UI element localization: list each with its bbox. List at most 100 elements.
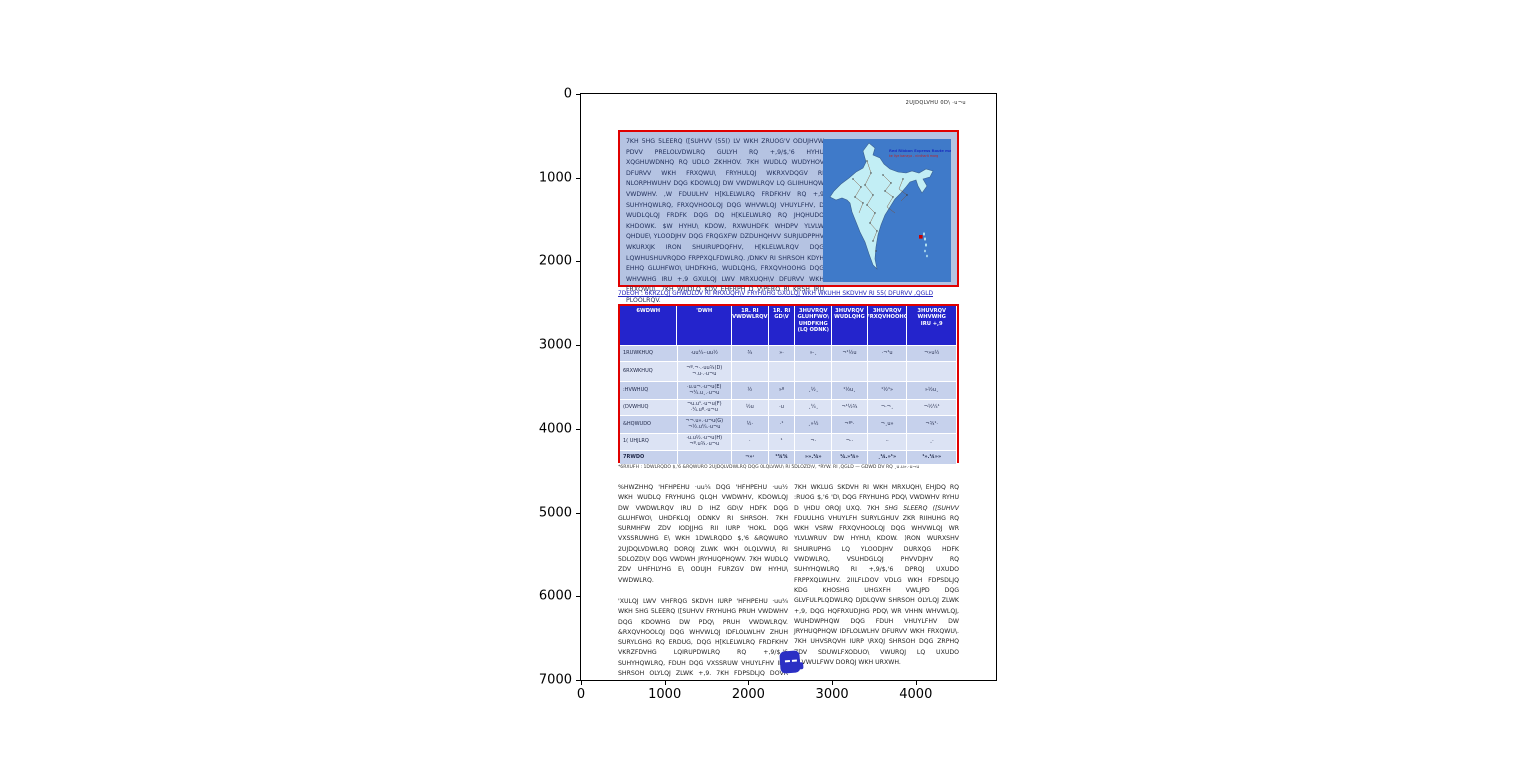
table-cell: ·uu¼-·uu½ xyxy=(677,346,732,362)
y-tick-label: 2000 xyxy=(538,253,572,269)
y-tick-label: 0 xyxy=(563,86,572,102)
table-cell: ¹½¹» xyxy=(867,382,908,400)
table-cell: 1R. RI VWDWLRQV xyxy=(732,306,769,346)
table-cell: ¾ xyxy=(732,346,769,362)
journeys-table: 6WDWH 'DWH 1R. RI VWDWLRQV 1R. RI GD\V 3HUVR… xyxy=(618,304,959,465)
table-cell: ¬¾¹· xyxy=(907,416,957,434)
x-tick-label: 3000 xyxy=(815,687,849,702)
table-cell: ¹½u¸ xyxy=(832,382,868,400)
table-cell: · xyxy=(732,434,769,451)
table-row: (DVWHUQ ¬u.u¹.·u¬u(F) ·¼.uº.·u¬u ½u ·u ¸¼¸ ¬¹½… xyxy=(620,400,957,416)
table-cell: ¹».¼»» xyxy=(907,451,957,465)
table-cell: »·¸ xyxy=(795,346,833,362)
table-cell: ¬½¼¹ xyxy=(907,400,957,416)
y-tick-mark xyxy=(576,261,580,263)
table-cell xyxy=(907,362,957,382)
left-paragraph-2: 'XULQJ LWV VHFRQG SKDVH IURP 'HFHPEHU ·u… xyxy=(618,597,788,678)
table-row: 6WDWH 'DWH 1R. RI VWDWLRQV 1R. RI GD\V 3HUVR… xyxy=(620,306,957,346)
table-cell-label: 6RXWKHUQ xyxy=(620,362,678,382)
table-cell xyxy=(677,451,732,465)
table-cell: ¹ xyxy=(768,434,796,451)
table-cell: »º xyxy=(768,382,796,400)
table-cell: 3HUVRQV WUDLQHG xyxy=(832,306,868,346)
table-cell: ¸½¸ xyxy=(795,382,833,400)
y-tick-mark xyxy=(576,596,580,598)
y-tick-label: 3000 xyxy=(538,337,572,353)
table-cell: ¬¹½¾ xyxy=(832,400,868,416)
table-cell-label: :HVWHUQ xyxy=(620,382,678,400)
table-cell-label: 1( UHJLRQ xyxy=(620,434,678,451)
x-tick-label: 4000 xyxy=(899,687,933,702)
table-cell-label: 7RWDO xyxy=(620,451,678,465)
table-cell: »· xyxy=(768,346,796,362)
table-cell: 6WDWH xyxy=(620,306,678,346)
table-cell: ¬¹½u xyxy=(832,346,868,362)
table-row: 1( UHJLRQ ·u.u½.·u¬u(H) ¬º.u¾.·u¬u · ¹ ¬· ¬·· ·… xyxy=(620,434,957,451)
y-tick-mark xyxy=(576,680,580,681)
table-row: 7RWDO ¬»· ¹¾¾ »».¼» ¼.»¾» ¸¼.»¹» ¹».¼»» xyxy=(620,451,957,465)
table-cell xyxy=(867,362,908,382)
india-outline xyxy=(829,142,934,270)
y-tick-mark xyxy=(576,177,580,179)
blue-stamp-logo xyxy=(779,650,801,674)
x-tick-label: 0 xyxy=(576,687,586,702)
body-text-left-column: %HWZHHQ 'HFHPEHU ·uu¼ DQG 'HFHPEHU ·uu½ … xyxy=(618,483,788,680)
body-text-right-column: 7KH WKLUG SKDVH RI WKH MRXUQH\ EHJDQ RQ … xyxy=(794,483,959,668)
y-tick-mark xyxy=(576,345,580,347)
table-cell: ¼.»¾» xyxy=(832,451,868,465)
table-cell: ¬· xyxy=(795,434,833,451)
table-cell: ½u xyxy=(732,400,769,416)
table-cell: ¬·· xyxy=(832,434,868,451)
italic-phrase: 5HG 5LEERQ ([SUHVV xyxy=(884,504,960,512)
table-cell: ·u.u¬.·u¬u(E) ¬¼.u¸.·u¬u xyxy=(677,382,732,400)
map-title-line1: Red Ribbon Express Route map xyxy=(889,149,951,153)
table-cell: »».¼» xyxy=(795,451,833,465)
table-caption-link[interactable]: 7DEOH : 6KRZLQJ GHWDLOV RI MRXUQH\V FRYH… xyxy=(618,291,934,297)
x-tick-label: 2000 xyxy=(731,687,765,702)
route-marker xyxy=(919,235,923,239)
y-tick-label: 5000 xyxy=(538,505,572,521)
table-cell: ·· xyxy=(867,434,908,451)
table-cell: ¬º¹· xyxy=(832,416,868,434)
table-row: 6RXWKHUQ ¬º.¬·.·uu¾(D) ¬.u·.·u¬u xyxy=(620,362,957,382)
table-cell: ½ xyxy=(732,382,769,400)
table-cell: ¸»½ xyxy=(795,416,833,434)
table-cell: ¬»· xyxy=(732,451,769,465)
table-cell: »½u¸ xyxy=(907,382,957,400)
table-cell: 3HUVRQV GLUHFWO\ UHDFKHG (LQ ODNK) xyxy=(795,306,833,346)
table-cell: ¬u.u¹.·u¬u(F) ·¼.uº.·u¬u xyxy=(677,400,732,416)
table-cell: ·u xyxy=(768,400,796,416)
india-route-map: Red Ribbon Express Route map ke liye ban… xyxy=(823,139,951,282)
table-cell: ¬»u½ xyxy=(907,346,957,362)
table-cell: ¬º.¬·.·uu¾(D) ¬.u·.·u¬u xyxy=(677,362,732,382)
x-tick-mark xyxy=(832,681,834,685)
table-cell-label: 1RUWKHUQ xyxy=(620,346,678,362)
table-cell: ¸¼.»¹» xyxy=(867,451,908,465)
table-cell: ·u.u½.·u¬u(H) ¬º.u¾.·u¬u xyxy=(677,434,732,451)
table-cell-label: (DVWHUQ xyxy=(620,400,678,416)
intro-red-box: 7KH 5HG 5LEERQ ([SUHVV (55() LV WKH ZRUO… xyxy=(618,130,959,304)
y-tick-label: 6000 xyxy=(538,588,572,604)
table-cell: 3HUVRQV FRXQVHOOHG xyxy=(867,306,908,346)
left-paragraph-1: %HWZHHQ 'HFHPEHU ·uu¼ DQG 'HFHPEHU ·uu½ … xyxy=(618,484,788,584)
y-tick-mark xyxy=(576,94,580,95)
table-cell: ¬·¬¸ xyxy=(867,400,908,416)
table-row: &HQWUDO ¬¬.u».·u¬u(G) ¬½.u¼.·u¬u ½· ·¹ ¸»½ ¬º¹… xyxy=(620,416,957,434)
table-cell: ·¹ xyxy=(768,416,796,434)
x-tick-mark xyxy=(915,681,917,685)
table-cell xyxy=(795,362,833,382)
table-cell: ¸· xyxy=(907,434,957,451)
table-cell: ¬¬.u».·u¬u(G) ¬½.u¼.·u¬u xyxy=(677,416,732,434)
y-tick-label: 7000 xyxy=(538,672,572,688)
table-row: 1RUWKHUQ ·uu¼-·uu½ ¾ »· »·¸ ¬¹½u ·¬¹u ¬»u½ xyxy=(620,346,957,362)
x-tick-mark xyxy=(664,681,666,685)
right-paragraph: 7KH WKLUG SKDVH RI WKH MRXUQH\ EHJDQ RQ … xyxy=(794,484,960,667)
y-tick-mark xyxy=(576,512,580,514)
table-body: 1RUWKHUQ ·uu¼-·uu½ ¾ »· »·¸ ¬¹½u ·¬¹u ¬»u½ 6RXWK… xyxy=(620,346,957,465)
document-page: 2UJDQLVHU 0D\ ·u¬u 7KH 5HG 5LEERQ ([SUHV… xyxy=(581,94,996,680)
table-cell: 1R. RI GD\V xyxy=(768,306,796,346)
table-cell: ¹¾¾ xyxy=(768,451,796,465)
table-footnote: *6RXUFH : 1DWLRQDO $,'6 &RQWURO 2UJDQLVD… xyxy=(618,465,920,470)
table-cell: ·¬¹u xyxy=(867,346,908,362)
